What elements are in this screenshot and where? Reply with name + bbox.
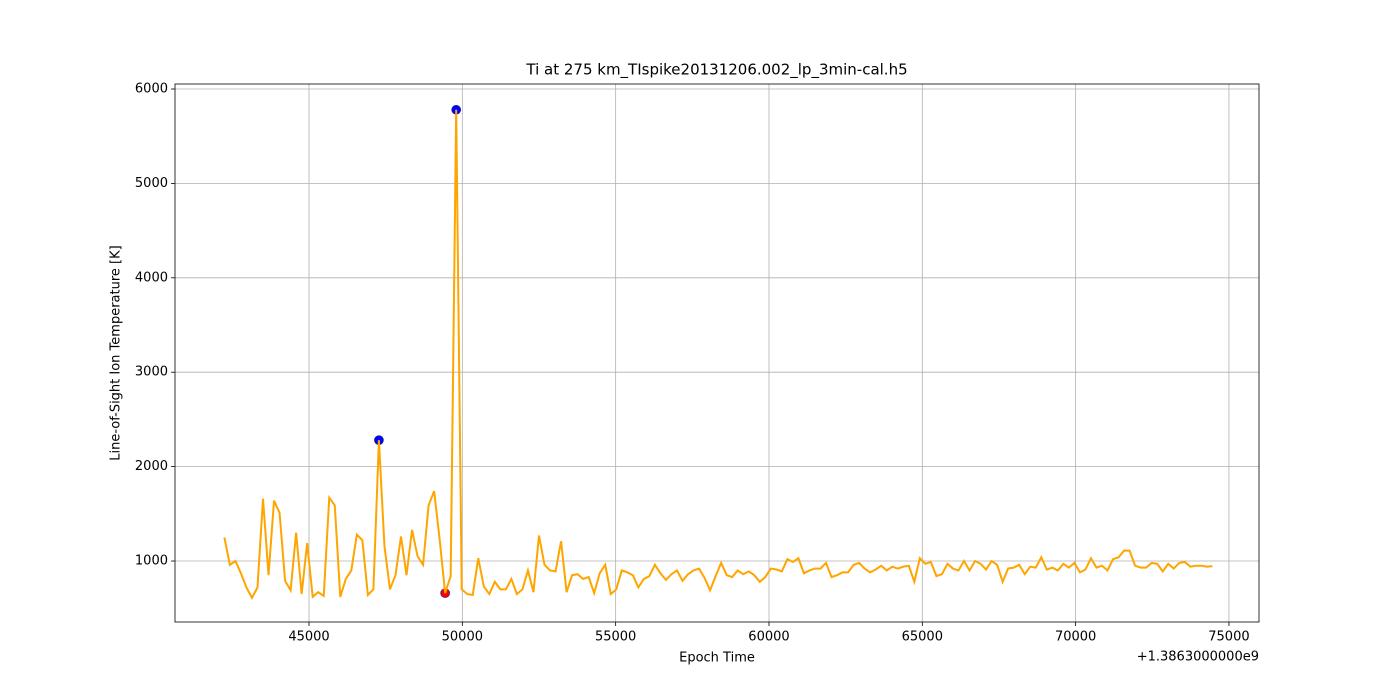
y-tick-label: 6000 bbox=[135, 82, 168, 97]
x-tick-label: 50000 bbox=[442, 630, 483, 645]
x-tick-label: 55000 bbox=[595, 630, 636, 645]
y-tick-label: 2000 bbox=[135, 459, 168, 474]
x-offset-label: +1.3863000000e9 bbox=[1137, 650, 1259, 665]
x-tick-label: 60000 bbox=[748, 630, 789, 645]
y-tick-label: 5000 bbox=[135, 176, 168, 191]
y-tick-label: 3000 bbox=[135, 365, 168, 380]
plot-frame bbox=[174, 83, 1260, 623]
x-axis-label: Epoch Time bbox=[679, 651, 755, 666]
chart-title: Ti at 275 km_TIspike20131206.002_lp_3min… bbox=[525, 61, 907, 80]
y-tick-label: 1000 bbox=[135, 554, 168, 569]
x-tick-label: 70000 bbox=[1055, 630, 1096, 645]
y-tick-label: 4000 bbox=[135, 270, 168, 285]
x-tick-label: 75000 bbox=[1208, 630, 1249, 645]
x-tick-label: 65000 bbox=[902, 630, 943, 645]
x-tick-label: 45000 bbox=[288, 630, 329, 645]
y-axis-label: Line-of-Sight Ion Temperature [K] bbox=[109, 245, 124, 460]
data-line bbox=[223, 109, 1213, 600]
